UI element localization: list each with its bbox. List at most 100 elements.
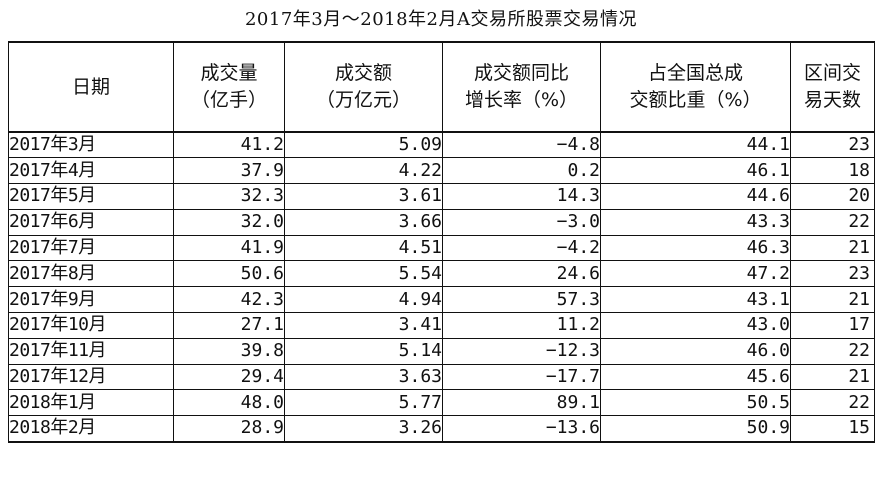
table-row: 2017年11月 39.8 5.14 −12.3 46.0 22 — [8, 337, 875, 365]
date-cell: 2017年12月 — [8, 363, 174, 391]
turnover-cell: 4.22 — [284, 157, 443, 185]
turnover-cell: 5.77 — [284, 389, 443, 417]
table-row: 2017年12月 29.4 3.63 −17.7 45.6 21 — [8, 363, 875, 391]
date-cell: 2017年6月 — [8, 208, 174, 236]
national-share-cell: 50.9 — [600, 415, 791, 443]
date-cell: 2017年8月 — [8, 260, 174, 288]
header-yoy-growth: 成交额同比 增长率（%） — [442, 41, 601, 133]
yoy-growth-cell: 14.3 — [442, 183, 601, 210]
yoy-growth-cell: 0.2 — [442, 157, 601, 185]
volume-cell: 27.1 — [173, 312, 285, 339]
date-cell: 2017年4月 — [8, 157, 174, 185]
table-row: 2017年8月 50.6 5.54 24.6 47.2 23 — [8, 260, 875, 288]
volume-cell: 29.4 — [173, 363, 285, 391]
date-cell: 2017年3月 — [8, 131, 174, 159]
trading-days-cell: 22 — [790, 208, 875, 236]
turnover-cell: 3.66 — [284, 208, 443, 236]
trading-table: 日期 成交量 （亿手） 成交额 （万亿元） 成交额同比 增长率（%） 占全国总成… — [8, 41, 875, 443]
table-row: 2018年2月 28.9 3.26 −13.6 50.9 15 — [8, 415, 875, 443]
header-date: 日期 — [8, 41, 174, 133]
trading-days-cell: 20 — [790, 183, 875, 210]
turnover-cell: 3.26 — [284, 415, 443, 443]
trading-days-cell: 15 — [790, 415, 875, 443]
header-line: 成交额 — [334, 62, 392, 84]
date-cell: 2018年1月 — [8, 389, 174, 417]
yoy-growth-cell: 89.1 — [442, 389, 601, 417]
yoy-growth-cell: −12.3 — [442, 337, 601, 365]
volume-cell: 41.9 — [173, 234, 285, 262]
volume-cell: 42.3 — [173, 286, 285, 314]
header-line: 交额比重（%） — [629, 89, 762, 111]
volume-cell: 37.9 — [173, 157, 285, 185]
national-share-cell: 46.0 — [600, 337, 791, 365]
date-cell: 2018年2月 — [8, 415, 174, 443]
table-row: 2017年10月 27.1 3.41 11.2 43.0 17 — [8, 312, 875, 339]
trading-days-cell: 23 — [790, 131, 875, 159]
date-cell: 2017年11月 — [8, 337, 174, 365]
date-cell: 2017年5月 — [8, 183, 174, 210]
header-line: 日期 — [71, 75, 110, 98]
volume-cell: 28.9 — [173, 415, 285, 443]
trading-days-cell: 21 — [790, 234, 875, 262]
date-cell: 2017年9月 — [8, 286, 174, 314]
header-volume: 成交量 （亿手） — [173, 41, 285, 133]
header-row: 日期 成交量 （亿手） 成交额 （万亿元） 成交额同比 增长率（%） 占全国总成… — [8, 41, 875, 133]
header-trading-days: 区间交 易天数 — [790, 41, 875, 133]
header-line: 区间交 — [803, 62, 861, 84]
header-line: （亿手） — [190, 89, 267, 111]
table-body: 2017年3月 41.2 5.09 −4.8 44.1 23 2017年4月 37.9 4.22… — [8, 131, 875, 443]
trading-days-cell: 23 — [790, 260, 875, 288]
trading-days-cell: 22 — [790, 337, 875, 365]
yoy-growth-cell: −17.7 — [442, 363, 601, 391]
volume-cell: 32.3 — [173, 183, 285, 210]
table-row: 2017年3月 41.2 5.09 −4.8 44.1 23 — [8, 131, 875, 159]
turnover-cell: 3.61 — [284, 183, 443, 210]
table-row: 2017年5月 32.3 3.61 14.3 44.6 20 — [8, 183, 875, 210]
volume-cell: 32.0 — [173, 208, 285, 236]
table-row: 2017年4月 37.9 4.22 0.2 46.1 18 — [8, 157, 875, 185]
table-row: 2017年6月 32.0 3.66 −3.0 43.3 22 — [8, 208, 875, 236]
trading-days-cell: 21 — [790, 286, 875, 314]
header-turnover: 成交额 （万亿元） — [284, 41, 443, 133]
table-row: 2017年9月 42.3 4.94 57.3 43.1 21 — [8, 286, 875, 314]
national-share-cell: 43.0 — [600, 312, 791, 339]
header-line: 增长率（%） — [464, 89, 579, 111]
trading-days-cell: 21 — [790, 363, 875, 391]
national-share-cell: 44.1 — [600, 131, 791, 159]
yoy-growth-cell: 11.2 — [442, 312, 601, 339]
turnover-cell: 5.14 — [284, 337, 443, 365]
turnover-cell: 4.51 — [284, 234, 443, 262]
national-share-cell: 46.1 — [600, 157, 791, 185]
date-cell: 2017年10月 — [8, 312, 174, 339]
table-row: 2017年7月 41.9 4.51 −4.2 46.3 21 — [8, 234, 875, 262]
yoy-growth-cell: −13.6 — [442, 415, 601, 443]
turnover-cell: 3.41 — [284, 312, 443, 339]
national-share-cell: 46.3 — [600, 234, 791, 262]
yoy-growth-cell: 24.6 — [442, 260, 601, 288]
header-line: 占全国总成 — [647, 62, 743, 84]
header-line: （万亿元） — [315, 89, 411, 111]
yoy-growth-cell: −3.0 — [442, 208, 601, 236]
trading-days-cell: 22 — [790, 389, 875, 417]
national-share-cell: 50.5 — [600, 389, 791, 417]
header-national-share: 占全国总成 交额比重（%） — [600, 41, 791, 133]
header-line: 成交量 — [200, 62, 258, 84]
national-share-cell: 43.1 — [600, 286, 791, 314]
national-share-cell: 47.2 — [600, 260, 791, 288]
volume-cell: 50.6 — [173, 260, 285, 288]
date-cell: 2017年7月 — [8, 234, 174, 262]
volume-cell: 39.8 — [173, 337, 285, 365]
table-title: 2017年3月～2018年2月A交易所股票交易情况 — [244, 9, 638, 30]
header-line: 易天数 — [803, 89, 861, 111]
turnover-cell: 3.63 — [284, 363, 443, 391]
national-share-cell: 45.6 — [600, 363, 791, 391]
yoy-growth-cell: −4.2 — [442, 234, 601, 262]
trading-days-cell: 17 — [790, 312, 875, 339]
header-line: 成交额同比 — [473, 62, 569, 84]
trading-days-cell: 18 — [790, 157, 875, 185]
volume-cell: 41.2 — [173, 131, 285, 159]
table-row: 2018年1月 48.0 5.77 89.1 50.5 22 — [8, 389, 875, 417]
national-share-cell: 43.3 — [600, 208, 791, 236]
yoy-growth-cell: 57.3 — [442, 286, 601, 314]
turnover-cell: 5.54 — [284, 260, 443, 288]
